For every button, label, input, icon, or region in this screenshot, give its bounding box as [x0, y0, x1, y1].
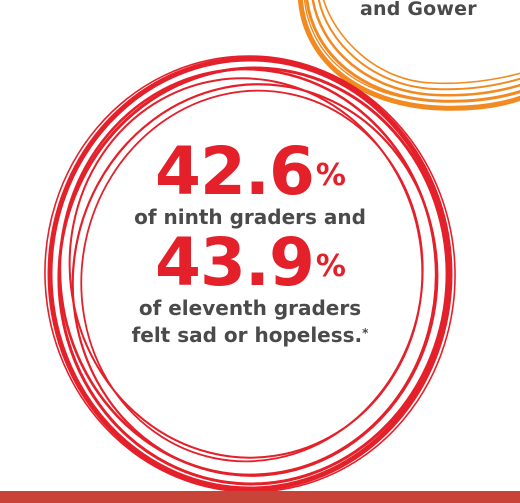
eleventh-grade-label-line1: of eleventh graders — [138, 296, 362, 320]
eleventh-grade-label-line2: felt sad or hopeless.* — [100, 322, 400, 349]
ninth-grade-stat: 42.6% — [100, 139, 400, 205]
ninth-grade-label: of ninth graders and — [134, 205, 366, 229]
red-scribble-circle — [44, 55, 456, 493]
orange-badge-text: and Gower — [360, 0, 477, 20]
footnote-marker: * — [362, 326, 369, 340]
bottom-color-bar — [0, 491, 520, 503]
eleventh-grade-label-text: felt sad or hopeless. — [131, 323, 363, 347]
stats-block: 42.6% of ninth graders and 43.9% of elev… — [100, 139, 400, 349]
orange-scribble-circle — [298, 0, 520, 111]
percent-sign: % — [315, 158, 346, 193]
ninth-grade-value: 42.6 — [155, 133, 315, 210]
percent-sign: % — [315, 249, 346, 284]
eleventh-grade-stat: 43.9% — [100, 230, 400, 296]
eleventh-grade-value: 43.9 — [155, 224, 315, 301]
